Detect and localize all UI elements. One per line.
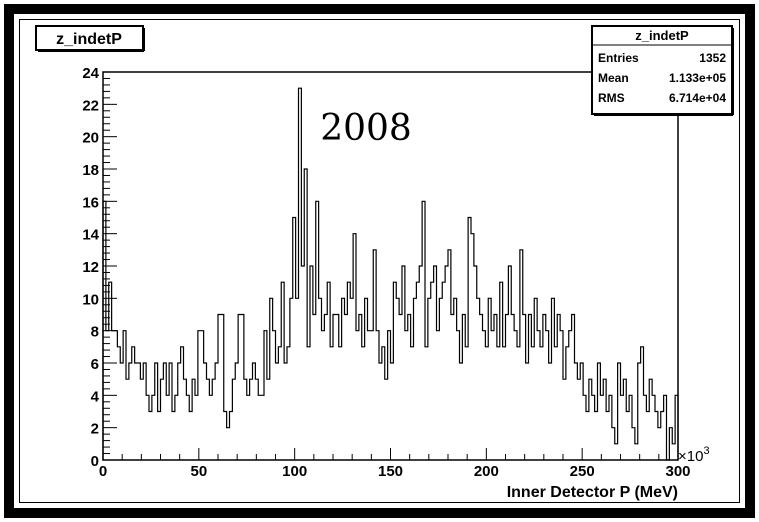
x-tick-label: 0	[99, 463, 107, 480]
y-tick-label: 0	[91, 453, 99, 470]
y-tick-label: 2	[91, 421, 99, 438]
x-tick-label: 200	[474, 463, 499, 480]
y-tick-label: 4	[91, 388, 100, 405]
stats-entries-label: Entries	[598, 51, 639, 65]
x-tick-label: 300	[665, 463, 690, 480]
y-tick-label: 18	[82, 162, 99, 179]
y-tick-label: 8	[91, 324, 99, 341]
x-exponent-label: ×103	[678, 445, 710, 465]
y-axis-ticks	[103, 71, 117, 461]
stats-rms-value: 6.714e+04	[669, 91, 726, 105]
x-axis-ticks	[102, 448, 679, 460]
canvas-border	[19, 19, 740, 503]
y-tick-label: 22	[82, 97, 99, 114]
x-axis-label: Inner Detector P (MeV)	[507, 484, 678, 501]
x-axis-labels: 0 50 100 150 200 250 300	[99, 463, 691, 480]
x-tick-label: 150	[378, 463, 403, 480]
stats-entries-value: 1352	[699, 51, 726, 65]
x-tick-label: 250	[570, 463, 595, 480]
y-tick-label: 12	[82, 259, 99, 276]
y-tick-label: 14	[82, 227, 99, 244]
stats-rms-label: RMS	[598, 91, 625, 105]
stats-box: z_indetP Entries 1352 Mean 1.133e+05 RMS…	[591, 25, 734, 116]
stats-mean-value: 1.133e+05	[669, 71, 726, 85]
year-annotation: 2008	[320, 108, 412, 149]
y-tick-label: 16	[82, 194, 99, 211]
title-box: z_indetP	[35, 25, 145, 52]
chart-title: z_indetP	[56, 31, 122, 48]
x-tick-label: 50	[190, 463, 207, 480]
stats-mean-label: Mean	[598, 71, 629, 85]
stats-title: z_indetP	[635, 28, 689, 43]
y-tick-label: 6	[91, 356, 99, 373]
x-tick-label: 100	[282, 463, 307, 480]
histogram-line	[102, 87, 679, 461]
y-tick-label: 10	[82, 291, 99, 308]
y-tick-label: 24	[82, 65, 99, 82]
y-tick-label: 20	[82, 130, 99, 147]
